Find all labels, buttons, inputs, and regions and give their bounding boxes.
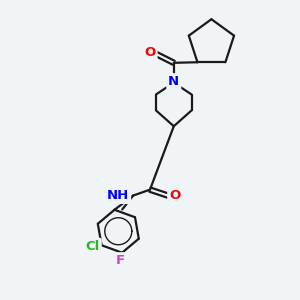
- Text: O: O: [169, 189, 180, 202]
- Text: N: N: [168, 75, 179, 88]
- Text: NH: NH: [107, 189, 129, 202]
- Text: Cl: Cl: [85, 240, 100, 253]
- Text: O: O: [144, 46, 156, 59]
- Text: F: F: [116, 254, 125, 267]
